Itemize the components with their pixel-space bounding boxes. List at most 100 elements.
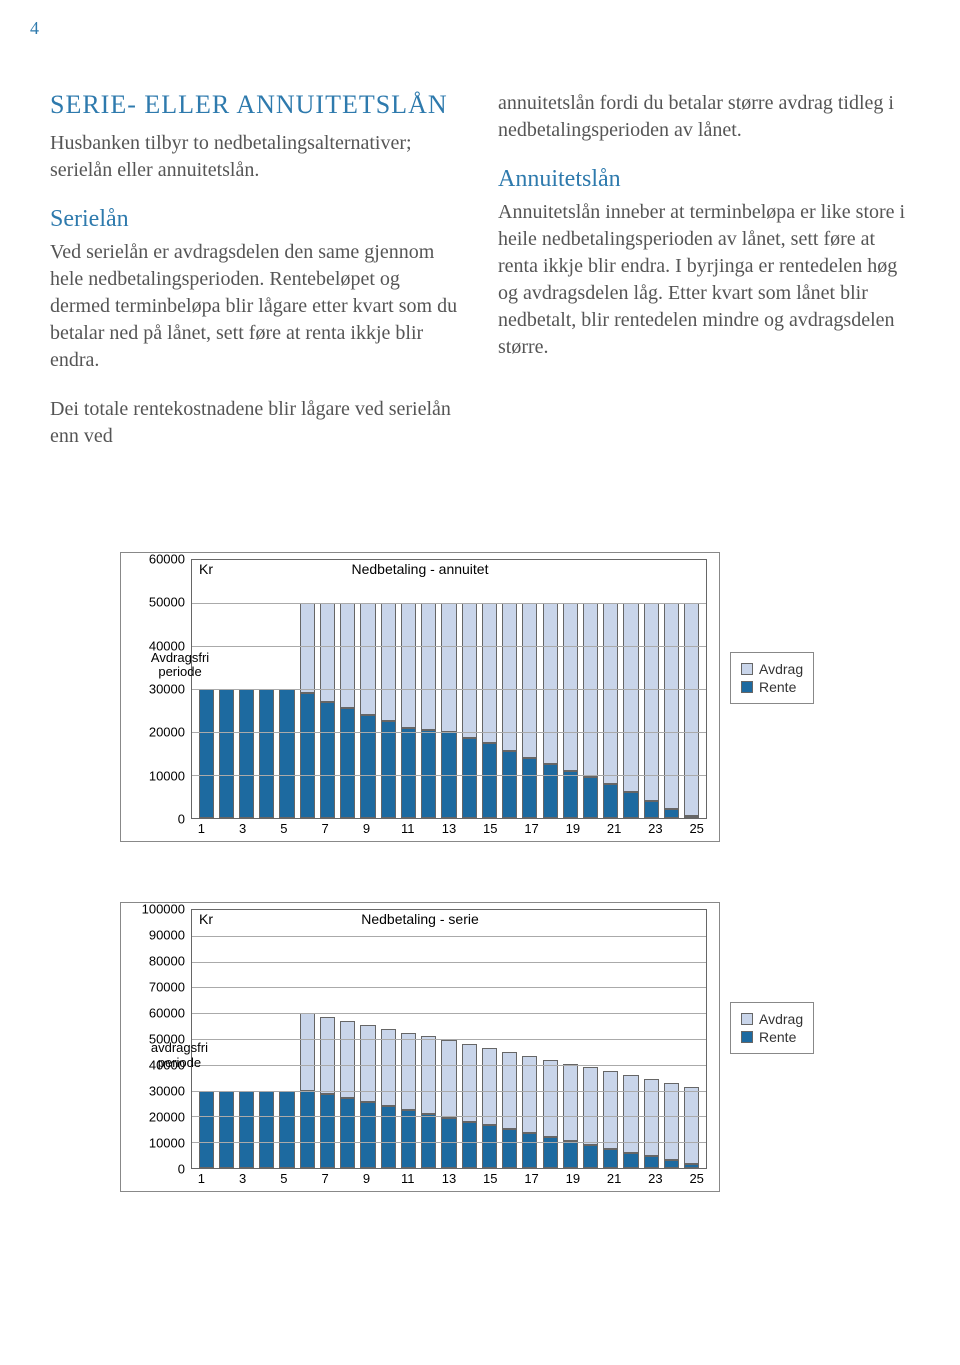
avdrag-segment (603, 1071, 618, 1148)
rente-segment (563, 771, 578, 818)
gridline (192, 1142, 706, 1143)
serielan-title: Serielån (50, 206, 462, 233)
y-tick: 60000 (125, 1006, 185, 1021)
gridline (192, 646, 706, 647)
rente-segment (259, 689, 274, 818)
main-title: SERIE- ELLER ANNUITETSLÅN (50, 90, 462, 120)
legend-rente-label: Rente (759, 679, 796, 695)
x-tick: 5 (280, 821, 287, 836)
rente-segment (664, 1160, 679, 1168)
rente-segment (421, 1114, 436, 1168)
y-tick: 10000 (125, 1136, 185, 1151)
rente-segment (381, 1106, 396, 1168)
gridline (192, 689, 706, 690)
rente-swatch-icon (741, 1031, 753, 1043)
avdrag-segment (381, 603, 396, 721)
avdrag-segment (340, 603, 355, 708)
avdrag-segment (664, 603, 679, 809)
rente-segment (401, 1110, 416, 1168)
avdrag-segment (603, 603, 618, 784)
rente-segment (199, 689, 214, 818)
serie-y-axis: 0100002000030000400005000060000700008000… (121, 909, 189, 1169)
legend-rente-label-2: Rente (759, 1029, 796, 1045)
gridline (192, 1091, 706, 1092)
gridline (192, 1013, 706, 1014)
legend-avdrag-label: Avdrag (759, 661, 803, 677)
rente-segment (623, 792, 638, 818)
avdrag-segment (401, 603, 416, 728)
rente-segment (239, 1091, 254, 1168)
rente-segment (482, 1125, 497, 1168)
avdrag-segment (320, 603, 335, 702)
avdrag-segment (684, 1087, 699, 1164)
y-tick: 10000 (125, 768, 185, 783)
rente-segment (300, 693, 315, 818)
rente-segment (603, 784, 618, 818)
x-tick: 25 (689, 821, 703, 836)
gridline (192, 732, 706, 733)
serielan-p1: Ved serielån er avdragsdelen den same gj… (50, 239, 462, 374)
legend-rente-row-2: Rente (741, 1029, 803, 1045)
x-tick: 13 (442, 821, 456, 836)
x-tick: 5 (280, 1171, 287, 1186)
rente-segment (381, 721, 396, 818)
rente-segment (522, 1133, 537, 1168)
serie-plot-area (191, 909, 707, 1169)
avdrag-segment (462, 603, 477, 738)
annuitet-p1: Annuitetslån inneber at terminbeløpa er … (498, 199, 910, 361)
gridline (192, 1065, 706, 1066)
legend-avdrag-row-2: Avdrag (741, 1011, 803, 1027)
serie-period-label: avdragsfri periode (151, 1041, 208, 1070)
rente-segment (320, 702, 335, 818)
avdrag-segment (381, 1029, 396, 1106)
y-tick: 0 (125, 812, 185, 827)
avdrag-segment (623, 1075, 638, 1152)
x-tick: 13 (442, 1171, 456, 1186)
document-page: 4 SERIE- ELLER ANNUITETSLÅN Husbanken ti… (0, 0, 960, 1302)
avdrag-segment (421, 1036, 436, 1113)
text-columns: SERIE- ELLER ANNUITETSLÅN Husbanken tilb… (50, 90, 910, 472)
rente-swatch-icon (741, 681, 753, 693)
rente-segment (502, 1129, 517, 1168)
annuitet-legend: Avdrag Rente (730, 652, 814, 704)
serie-chart-wrap: Kr Nedbetaling - serie 01000020000300004… (120, 902, 910, 1192)
intro-text: Husbanken tilbyr to nedbetalingsalternat… (50, 130, 462, 184)
rente-segment (462, 1122, 477, 1168)
serie-x-axis: 135791113151719212325 (191, 1171, 707, 1189)
rente-segment (199, 1091, 214, 1168)
x-tick: 17 (524, 821, 538, 836)
avdrag-segment (563, 603, 578, 771)
right-column: annuitetslån fordi du betalar større avd… (498, 90, 910, 472)
rente-segment (684, 816, 699, 818)
rente-segment (279, 689, 294, 818)
rente-segment (219, 1091, 234, 1168)
avdrag-segment (502, 603, 517, 751)
serie-legend: Avdrag Rente (730, 1002, 814, 1054)
x-tick: 17 (524, 1171, 538, 1186)
avdrag-segment (583, 603, 598, 777)
avdrag-segment (421, 603, 436, 730)
x-tick: 21 (607, 821, 621, 836)
avdrag-segment (543, 603, 558, 764)
y-tick: 80000 (125, 954, 185, 969)
avdrag-segment (522, 1056, 537, 1133)
rente-segment (664, 809, 679, 818)
rente-segment (219, 689, 234, 818)
avdrag-segment (360, 603, 375, 715)
y-tick: 0 (125, 1162, 185, 1177)
avdrag-segment (583, 1067, 598, 1144)
avdrag-segment (300, 1013, 315, 1090)
rente-segment (644, 801, 659, 818)
rente-segment (482, 743, 497, 818)
annuitet-x-axis: 135791113151719212325 (191, 821, 707, 839)
rente-segment (644, 1156, 659, 1168)
serielan-p2: Dei totale rentekostnadene blir lågare v… (50, 396, 462, 450)
gridline (192, 775, 706, 776)
rente-segment (300, 1091, 315, 1168)
y-tick: 60000 (125, 552, 185, 567)
avdrag-segment (623, 603, 638, 792)
gridline (192, 936, 706, 937)
avdrag-segment (664, 1083, 679, 1160)
x-tick: 23 (648, 1171, 662, 1186)
charts-area: Kr Nedbetaling - annuitet 01000020000300… (50, 552, 910, 1192)
